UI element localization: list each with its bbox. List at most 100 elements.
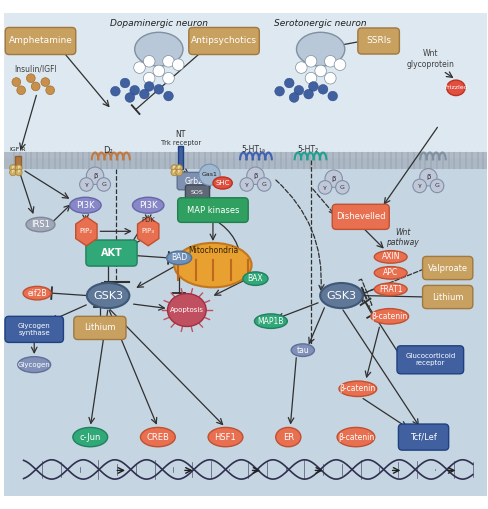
Ellipse shape (320, 283, 363, 308)
Ellipse shape (374, 283, 407, 296)
Text: 5-HT₁ₐ: 5-HT₁ₐ (241, 145, 265, 154)
Text: Lithium: Lithium (432, 293, 464, 301)
Ellipse shape (133, 197, 164, 213)
Circle shape (134, 62, 145, 73)
Text: Gas1: Gas1 (202, 173, 218, 177)
Circle shape (10, 169, 16, 176)
Circle shape (325, 55, 336, 67)
Text: Tcf/Lef: Tcf/Lef (410, 433, 437, 442)
Text: GSK3: GSK3 (93, 291, 123, 300)
Text: β-catenin: β-catenin (340, 384, 376, 393)
Text: PDK: PDK (141, 217, 155, 223)
Text: NT: NT (175, 130, 186, 139)
Ellipse shape (174, 243, 252, 288)
Bar (4, 13, 488, 158)
FancyBboxPatch shape (5, 316, 63, 343)
Circle shape (41, 78, 50, 87)
Text: PI3K: PI3K (76, 201, 95, 210)
Circle shape (26, 74, 35, 82)
Ellipse shape (70, 197, 101, 213)
Text: D₂: D₂ (103, 146, 113, 155)
Circle shape (325, 72, 336, 84)
Text: 5-HT₂: 5-HT₂ (297, 145, 318, 154)
FancyBboxPatch shape (397, 346, 464, 374)
Circle shape (413, 179, 427, 193)
Text: Mitochondria: Mitochondria (188, 246, 238, 255)
Text: FRAT1: FRAT1 (379, 285, 403, 294)
Text: HSF1: HSF1 (215, 433, 236, 442)
Ellipse shape (23, 287, 51, 300)
Circle shape (318, 84, 328, 94)
Circle shape (130, 86, 140, 95)
Text: IGFIR: IGFIR (10, 147, 26, 152)
Text: Glycogen: Glycogen (18, 361, 51, 367)
FancyBboxPatch shape (423, 257, 473, 279)
Circle shape (143, 72, 155, 84)
Text: P: P (12, 171, 14, 175)
Circle shape (111, 87, 120, 96)
Ellipse shape (135, 32, 183, 66)
Ellipse shape (374, 267, 407, 279)
Ellipse shape (141, 428, 175, 447)
Ellipse shape (166, 251, 192, 265)
Circle shape (17, 86, 25, 95)
Text: β: β (253, 173, 258, 179)
Circle shape (154, 84, 163, 94)
Text: P: P (178, 166, 181, 170)
Text: Glucocorticoid
receptor: Glucocorticoid receptor (405, 353, 455, 366)
Circle shape (143, 55, 155, 67)
Circle shape (125, 93, 135, 102)
Circle shape (325, 170, 343, 187)
Circle shape (16, 169, 22, 176)
Ellipse shape (297, 32, 345, 66)
Text: BAX: BAX (247, 274, 263, 283)
Circle shape (289, 93, 299, 102)
Circle shape (296, 62, 307, 73)
Text: AXIN: AXIN (382, 252, 400, 262)
Text: β-catenin: β-catenin (338, 433, 374, 442)
Circle shape (172, 59, 184, 70)
Text: P: P (18, 166, 20, 170)
Text: ER: ER (283, 433, 294, 442)
Ellipse shape (73, 428, 108, 447)
Text: γ: γ (323, 185, 327, 190)
Ellipse shape (339, 381, 377, 397)
Circle shape (80, 178, 93, 191)
Text: P: P (173, 166, 176, 170)
Ellipse shape (87, 283, 129, 308)
Circle shape (305, 72, 317, 84)
Circle shape (163, 91, 173, 101)
FancyBboxPatch shape (177, 173, 210, 190)
Text: IRS1: IRS1 (31, 220, 50, 229)
Circle shape (308, 81, 318, 91)
Text: Grb2: Grb2 (184, 177, 203, 186)
Bar (15, 156, 20, 169)
Text: Wnt
glycoprotein: Wnt glycoprotein (407, 49, 454, 69)
Circle shape (247, 167, 264, 184)
FancyBboxPatch shape (86, 240, 137, 266)
Text: BAD: BAD (171, 253, 187, 262)
Text: PIP₃: PIP₃ (142, 229, 155, 234)
Circle shape (16, 164, 22, 172)
Text: Serotonergic neuron: Serotonergic neuron (274, 19, 367, 28)
Circle shape (315, 65, 326, 77)
Ellipse shape (254, 314, 287, 328)
Text: Valproate: Valproate (427, 264, 468, 272)
Circle shape (31, 82, 40, 91)
Text: G: G (262, 182, 266, 187)
Text: β: β (93, 173, 97, 179)
Ellipse shape (213, 177, 232, 189)
Circle shape (46, 86, 55, 95)
Text: AKT: AKT (101, 248, 122, 258)
Text: MAP1B: MAP1B (258, 317, 284, 326)
Circle shape (334, 59, 346, 70)
Circle shape (328, 91, 338, 101)
Ellipse shape (371, 308, 408, 324)
FancyBboxPatch shape (178, 197, 248, 222)
Ellipse shape (167, 294, 206, 326)
Circle shape (140, 89, 149, 99)
Text: tau: tau (296, 346, 309, 355)
Ellipse shape (26, 217, 55, 232)
Circle shape (240, 178, 253, 191)
Text: P: P (178, 171, 181, 175)
